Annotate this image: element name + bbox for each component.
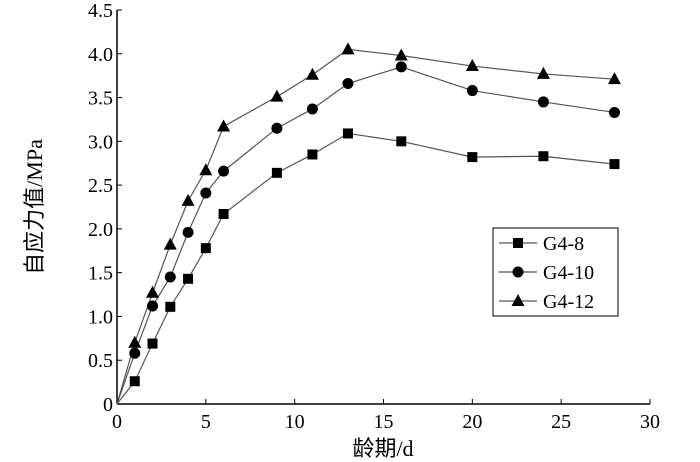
data-point-g4-12 [305,67,319,80]
data-point-g4-12 [199,163,213,176]
y-tick-label: 4.5 [88,0,113,22]
data-point-g4-8 [200,243,211,254]
data-point-g4-12 [536,66,550,79]
x-axis-label: 龄期/d [352,436,413,461]
y-axis-label: 自应力值/MPa [22,139,47,275]
legend-marker-g4-10 [512,266,524,278]
data-point-g4-12 [163,237,177,250]
data-point-g4-10 [271,122,283,134]
data-point-g4-12 [270,89,284,102]
legend-marker-g4-12 [511,294,525,306]
series-line-g4-12 [116,48,615,405]
data-point-g4-8 [342,128,353,139]
legend: G4-8 G4-10 G4-12 [492,227,619,317]
data-point-g4-8 [165,301,176,312]
x-tick-label: 25 [551,411,571,433]
data-point-g4-8 [307,149,318,160]
data-point-g4-10 [306,103,318,115]
data-point-g4-12 [217,119,231,132]
data-point-g4-12 [465,59,479,72]
data-point-g4-12 [146,285,160,298]
y-tick-label: 0 [103,394,113,416]
y-tick-label: 1.5 [88,263,113,285]
data-point-g4-8 [467,152,478,163]
x-tick-label: 15 [374,411,394,433]
legend-label: G4-10 [543,262,594,284]
series-line-g4-10 [116,66,615,405]
data-point-g4-8 [129,376,140,387]
data-point-g4-8 [396,136,407,147]
data-point-g4-8 [218,209,229,220]
data-point-g4-10 [182,226,194,238]
x-tick-label: 20 [462,411,482,433]
data-point-g4-10 [200,187,212,199]
legend-marker-g4-8 [513,238,523,248]
y-tick-label: 3.0 [88,131,113,153]
series-line-g4-8 [116,132,615,405]
x-tick-label: 30 [640,411,660,433]
data-point-g4-8 [147,338,158,349]
data-point-g4-10 [537,96,549,108]
data-point-g4-10 [608,106,620,118]
data-point-g4-8 [609,159,620,170]
legend-label: G4-12 [543,291,594,313]
data-point-g4-8 [183,273,194,284]
data-point-g4-12 [341,42,355,55]
data-point-g4-10 [466,85,478,97]
data-point-g4-10 [147,300,159,312]
data-point-g4-12 [181,193,195,206]
x-tick-label: 0 [112,411,122,433]
data-point-g4-10 [395,61,407,73]
y-tick-label: 1.0 [88,306,113,328]
y-tick-label: 0.5 [88,350,113,372]
data-point-g4-8 [271,167,282,178]
data-point-g4-10 [164,271,176,283]
legend-label: G4-8 [543,233,584,255]
x-tick-label: 5 [201,411,211,433]
data-point-g4-12 [607,72,621,85]
data-point-g4-10 [218,165,230,177]
y-tick-label: 2.0 [88,219,113,241]
data-point-g4-10 [342,78,354,90]
x-tick-label: 10 [285,411,305,433]
data-point-g4-10 [129,347,141,359]
y-tick-label: 4.0 [88,44,113,66]
y-tick-label: 2.5 [88,175,113,197]
data-point-g4-12 [128,335,142,348]
data-point-g4-12 [394,48,408,61]
y-tick-label: 3.5 [88,88,113,110]
data-point-g4-8 [538,151,549,162]
